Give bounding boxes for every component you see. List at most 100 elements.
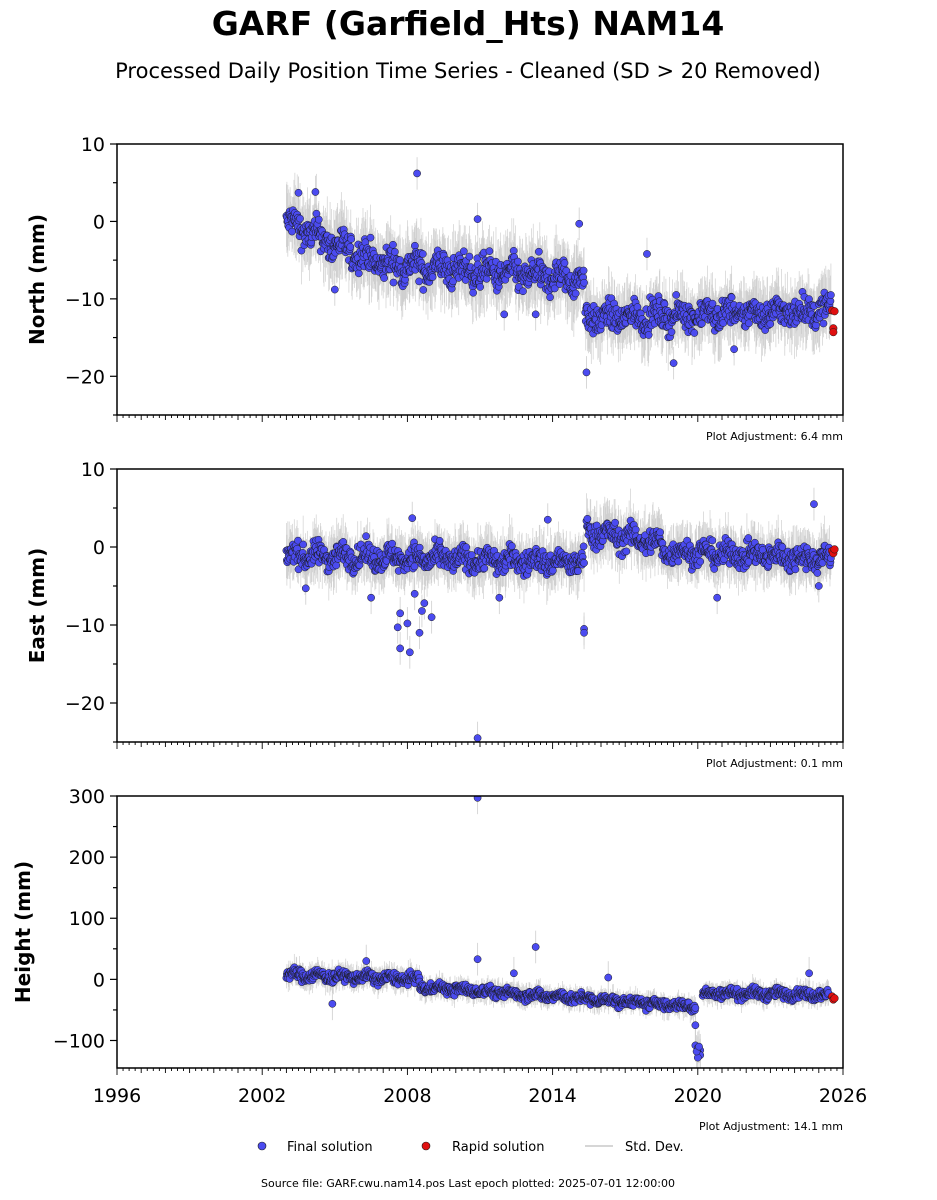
- final-point: [332, 561, 341, 570]
- final-point: [672, 291, 681, 299]
- final-point: [611, 518, 619, 527]
- final-point: [465, 252, 474, 261]
- final-point: [631, 525, 640, 534]
- final-point: [690, 329, 699, 337]
- final-point: [696, 557, 705, 566]
- data-layer: [282, 157, 839, 389]
- final-point: [391, 248, 399, 256]
- y-tick-label: 10: [81, 134, 105, 156]
- final-solution-points: [282, 169, 835, 377]
- final-point: [485, 247, 494, 255]
- final-point: [766, 320, 775, 328]
- final-point: [495, 593, 504, 602]
- rapid-point: [830, 545, 839, 554]
- final-point: [579, 266, 588, 275]
- final-point: [362, 532, 370, 541]
- final-point: [389, 240, 397, 249]
- y-axis-label: North (mm): [25, 214, 49, 345]
- final-point: [810, 500, 818, 508]
- final-point: [427, 613, 436, 622]
- final-point: [546, 293, 554, 302]
- y-tick-label: 10: [81, 459, 105, 481]
- final-point: [519, 287, 527, 296]
- final-point: [419, 286, 428, 294]
- final-point: [827, 291, 835, 299]
- final-point: [435, 536, 444, 545]
- final-point: [396, 644, 404, 653]
- rapid-solution-points: [828, 545, 839, 558]
- y-tick-label: −10: [65, 289, 105, 311]
- final-point: [380, 274, 388, 282]
- final-point: [449, 277, 457, 286]
- final-point: [812, 321, 820, 330]
- final-point: [415, 628, 424, 637]
- final-point: [514, 257, 522, 266]
- chart-subtitle: Processed Daily Position Time Series - C…: [115, 59, 821, 83]
- final-point: [462, 543, 471, 552]
- final-point: [582, 368, 591, 377]
- final-point: [410, 562, 419, 571]
- final-point: [389, 278, 398, 287]
- final-point: [367, 593, 375, 602]
- final-point: [418, 250, 427, 258]
- final-point: [562, 266, 571, 275]
- final-point: [643, 250, 651, 258]
- final-point: [531, 310, 540, 319]
- final-point: [667, 328, 676, 336]
- final-point: [791, 565, 800, 574]
- plot-adjustment-note: Plot Adjustment: 6.4 mm: [706, 430, 843, 443]
- rapid-point: [829, 328, 838, 337]
- y-tick-label: −20: [65, 693, 105, 715]
- final-point: [500, 310, 509, 319]
- std-dev-bars: [285, 487, 832, 742]
- y-tick-label: 0: [93, 537, 105, 559]
- final-point: [314, 215, 323, 224]
- final-point: [710, 565, 719, 573]
- final-point: [296, 214, 304, 223]
- final-point: [403, 619, 412, 628]
- final-point: [299, 540, 308, 549]
- final-point: [354, 269, 363, 278]
- final-point: [420, 599, 429, 608]
- final-point: [473, 215, 482, 223]
- final-point: [346, 243, 355, 251]
- final-point: [301, 584, 310, 593]
- final-point: [535, 247, 543, 256]
- final-point: [428, 273, 437, 281]
- north-panel: 10 0 −10 −20 North (mm) Plot Adjustment: 6.4 …: [25, 134, 844, 443]
- final-point: [408, 514, 417, 522]
- final-point: [644, 331, 653, 339]
- rapid-solution-points: [828, 306, 839, 337]
- y-tick-label: 0: [93, 211, 105, 233]
- final-solution-points: [282, 500, 835, 742]
- final-point: [727, 293, 736, 302]
- final-point: [713, 593, 722, 602]
- data-layer: [282, 487, 839, 742]
- final-point: [543, 515, 552, 524]
- final-point: [482, 274, 491, 283]
- final-point: [669, 359, 678, 367]
- final-point: [473, 734, 482, 742]
- final-point: [294, 536, 302, 545]
- final-point: [459, 247, 468, 256]
- final-point: [405, 648, 414, 657]
- plot-frame: [116, 468, 844, 743]
- final-point: [550, 284, 559, 293]
- final-point: [580, 559, 588, 567]
- final-point: [579, 542, 588, 551]
- final-point: [656, 528, 664, 537]
- final-point: [708, 536, 717, 545]
- final-point: [413, 169, 421, 178]
- final-point: [814, 582, 823, 590]
- final-point: [583, 514, 592, 523]
- final-point: [580, 278, 588, 287]
- y-tick-label: −10: [65, 615, 105, 637]
- final-point: [480, 564, 489, 573]
- final-point: [469, 288, 477, 297]
- final-point: [745, 319, 753, 328]
- final-point: [674, 557, 683, 566]
- final-point: [393, 623, 402, 632]
- final-point: [819, 319, 828, 328]
